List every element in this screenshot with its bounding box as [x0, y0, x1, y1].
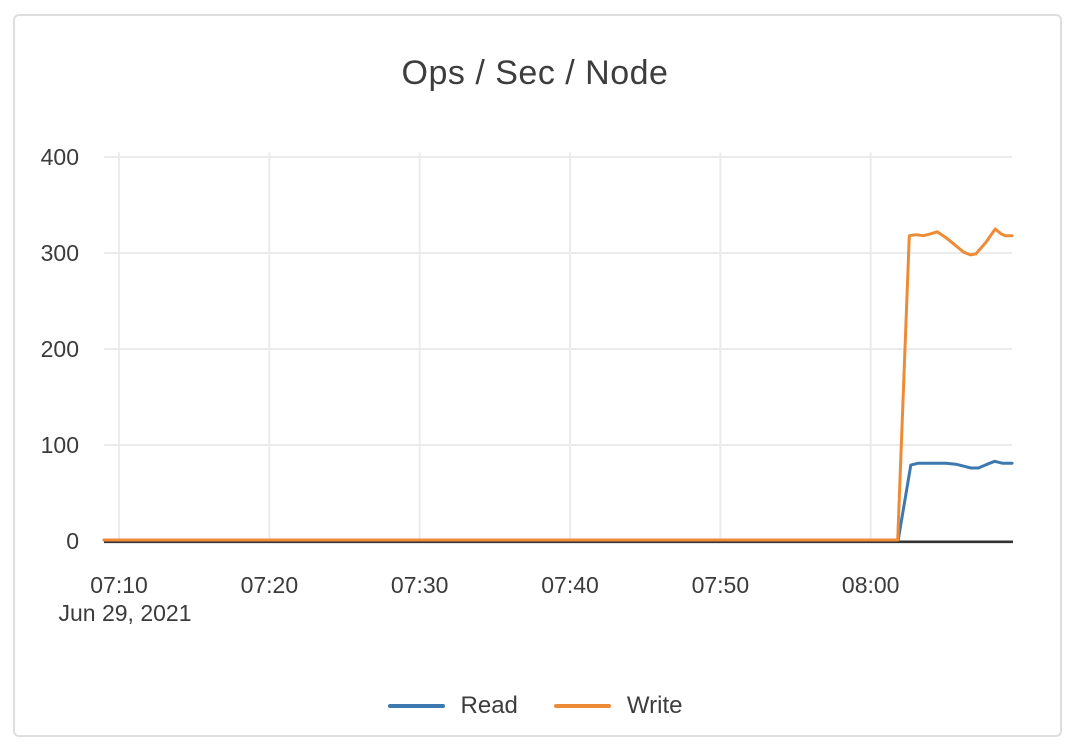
x-axis-tick-label: 07:20 [240, 572, 299, 598]
series-line-write [102, 227, 1014, 542]
y-axis-tick-label: 100 [40, 432, 79, 458]
x-axis-tick-label: 08:00 [841, 572, 900, 598]
legend-label-write: Write [626, 692, 683, 719]
legend-swatch-read [387, 704, 445, 708]
x-axis-date-label: Jun 29, 2021 [58, 600, 192, 626]
y-axis-tick-label: 200 [40, 336, 79, 362]
x-axis-tick-label: 07:40 [541, 572, 599, 598]
y-axis-tick-label: 400 [40, 144, 79, 170]
chart-card [13, 14, 1062, 737]
legend-swatch-write [553, 704, 611, 708]
legend-item-read[interactable]: Read [387, 692, 518, 720]
plot-hover-region[interactable] [104, 157, 1012, 541]
x-axis-tick-label: 07:30 [390, 572, 449, 598]
legend-item-write[interactable]: Write [553, 692, 683, 720]
y-axis-tick-label: 0 [66, 528, 79, 554]
legend-label-read: Read [460, 692, 518, 719]
x-axis-tick-label: 07:10 [90, 572, 148, 598]
x-axis-tick-label: 07:50 [691, 572, 750, 598]
chart-legend: Read Write [0, 692, 1070, 720]
y-axis-tick-label: 300 [40, 240, 79, 266]
chart-title: Ops / Sec / Node [401, 54, 669, 92]
